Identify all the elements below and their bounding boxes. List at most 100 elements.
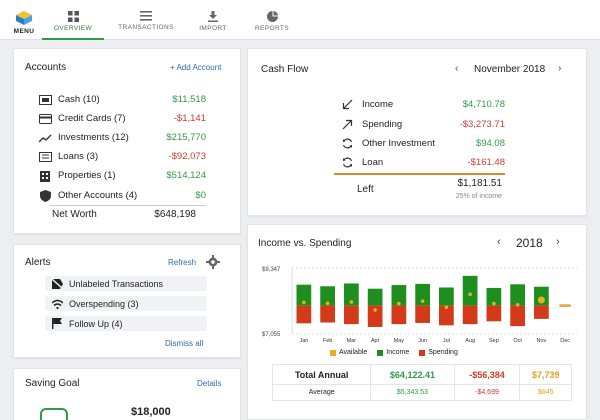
accounts-title: Accounts [25, 62, 67, 73]
add-account-link[interactable]: + Add Account [170, 63, 222, 72]
download-icon [208, 11, 218, 22]
cashflow-value: -$161.48 [467, 157, 505, 168]
next-year-button[interactable]: › [556, 236, 560, 248]
x-tick-label: Sep [489, 338, 499, 344]
cashflow-left-label: Left [357, 184, 374, 195]
chart-labels: $9,347 $7,055 Jan Feb Mar Apr May Jun Jul Aug Sep O… [262, 267, 570, 344]
cashflow-label: Loan [362, 157, 384, 168]
cashflow-value: $4,710.78 [462, 99, 505, 110]
next-month-button[interactable]: › [558, 63, 562, 74]
cash-flow-card [247, 48, 587, 216]
bar-spending [510, 305, 525, 327]
point-available [468, 292, 472, 297]
tab-import-label: IMPORT [199, 25, 227, 32]
total-annual-available: $7,739 [519, 364, 572, 385]
alert-unlabeled[interactable]: Unlabeled Transactions [45, 276, 207, 291]
top-nav-bar: MENU OVERVIEW TRANSACTIONS IMPORT REPORT… [0, 0, 600, 40]
tab-import[interactable]: IMPORT [193, 0, 233, 40]
gear-icon[interactable] [206, 255, 220, 272]
bar-spending [462, 305, 478, 325]
tab-overview[interactable]: OVERVIEW [42, 0, 104, 40]
dismiss-all-link[interactable]: Dismiss all [165, 339, 204, 348]
average-label: Average [271, 384, 372, 401]
cashflow-divider [334, 173, 505, 175]
loan-icon [38, 150, 52, 164]
arrow-down-left-icon [340, 98, 354, 112]
bar-spending [439, 305, 454, 326]
bar-spending [320, 305, 335, 323]
sync-icon [340, 156, 354, 170]
bar-spending [415, 305, 430, 323]
y-tick-label: $9,347 [262, 267, 281, 273]
alert-label: Unlabeled Transactions [69, 278, 164, 289]
account-value: $514,124 [166, 170, 206, 181]
cashflow-left-note: 25% of income [455, 193, 502, 200]
account-row-loans[interactable]: Loans (3) -$92,073 [38, 147, 206, 166]
bar-income [367, 288, 383, 306]
cashflow-row-spending[interactable]: Spending -$3,273.71 [340, 115, 505, 134]
account-row-other[interactable]: Other Accounts (4) $0 [38, 186, 206, 205]
x-tick-label: Jul [443, 338, 450, 344]
bar-income [510, 284, 525, 306]
cash-icon [38, 93, 52, 107]
prev-year-button[interactable]: ‹ [497, 236, 501, 248]
cashflow-label: Other Investment [362, 138, 435, 149]
chart-year: 2018 [516, 236, 543, 250]
x-tick-label: Nov [536, 338, 546, 344]
saving-goal-details-link[interactable]: Details [197, 379, 222, 388]
account-value: -$92,073 [168, 151, 206, 162]
x-tick-label: May [394, 338, 405, 344]
x-tick-label: Oct [513, 338, 522, 344]
account-value: $215,770 [166, 132, 206, 143]
cashflow-row-income[interactable]: Income $4,710.78 [340, 95, 505, 114]
average-income: $5,343.53 [370, 384, 455, 401]
point-available [420, 299, 425, 303]
saving-goal-title: Saving Goal [25, 378, 80, 389]
flag-icon [51, 318, 63, 330]
alert-label: Overspending (3) [69, 298, 139, 309]
cash-flow-title: Cash Flow [261, 64, 309, 75]
total-annual-label: Total Annual [271, 364, 372, 385]
income-spending-chart: $9,347 $7,055 Jan Feb Mar Apr May Jun Jul Aug Sep O… [262, 267, 577, 344]
label-off-icon [51, 278, 63, 290]
cashflow-value: $94.08 [475, 138, 505, 149]
chart-bars [296, 275, 572, 327]
grid-icon [67, 11, 79, 22]
bar-income [320, 286, 335, 306]
credit-card-icon [38, 112, 52, 126]
account-row-credit-cards[interactable]: Credit Cards (7) -$1,141 [38, 109, 206, 128]
cashflow-row-loan[interactable]: Loan -$161.48 [340, 153, 505, 172]
bar-spending [296, 305, 312, 324]
refresh-link[interactable]: Refresh [168, 258, 197, 267]
alert-label: Follow Up (4) [69, 318, 123, 329]
tab-reports[interactable]: REPORTS [250, 0, 294, 40]
x-tick-label: Mar [347, 338, 357, 344]
bar-income [391, 285, 407, 306]
account-row-investments[interactable]: Investments (12) $215,770 [38, 128, 206, 147]
chart-legend: Available Income Spending [330, 349, 458, 356]
saving-goal-card [13, 368, 241, 420]
menu-button[interactable]: MENU [6, 0, 42, 40]
account-value: $0 [195, 190, 206, 201]
account-row-cash[interactable]: Cash (10) $11,518 [38, 90, 206, 109]
bar-spending [486, 305, 502, 322]
bar-income [462, 275, 478, 306]
bar-income [415, 283, 430, 306]
x-tick-label: Dec [560, 338, 570, 344]
bar-spending [391, 305, 407, 325]
tab-transactions[interactable]: TRANSACTIONS [114, 0, 178, 40]
alert-overspending[interactable]: Overspending (3) [45, 296, 207, 311]
point-available [325, 301, 330, 305]
alert-follow-up[interactable]: Follow Up (4) [45, 316, 207, 331]
cashflow-row-other-investment[interactable]: Other Investment $94.08 [340, 134, 505, 153]
prev-month-button[interactable]: ‹ [455, 63, 459, 74]
point-available [349, 300, 354, 304]
point-available [444, 305, 449, 310]
cube-logo-icon [16, 11, 32, 25]
cash-flow-period: November 2018 [474, 64, 546, 75]
cashflow-left-value: $1,181.51 [457, 178, 503, 189]
account-row-properties[interactable]: Properties (1) $514,124 [38, 166, 206, 185]
shield-icon [38, 189, 52, 203]
overspending-icon [51, 298, 63, 310]
x-tick-label: Jan [299, 338, 308, 344]
